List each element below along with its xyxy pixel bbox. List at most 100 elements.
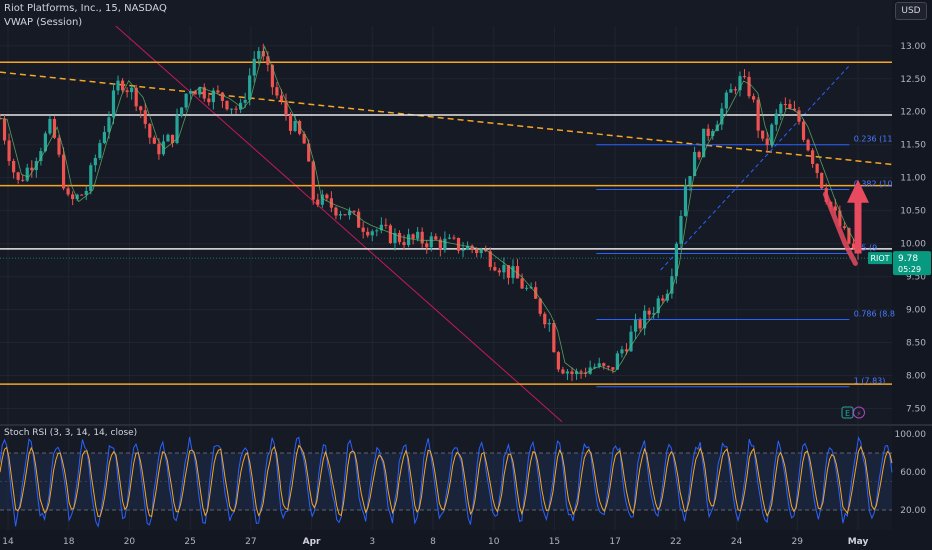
- candle-body: [502, 265, 506, 273]
- time-tick-label: 25: [184, 537, 195, 547]
- candle-body: [239, 102, 243, 110]
- candle-body: [248, 75, 252, 100]
- price-tick-label: 12.00: [900, 108, 926, 118]
- time-tick-label: 24: [731, 537, 743, 547]
- candle-body: [393, 232, 397, 244]
- candle-body: [525, 287, 529, 289]
- candle-body: [615, 353, 619, 370]
- price-tick-label: 8.00: [906, 372, 926, 382]
- candle-body: [515, 266, 520, 279]
- candle-body: [125, 90, 129, 93]
- candle-body: [207, 98, 211, 103]
- candle-body: [388, 225, 393, 244]
- candle-body: [461, 249, 465, 251]
- candle-body: [579, 371, 583, 373]
- candle-body: [61, 154, 66, 189]
- candle-body: [647, 310, 651, 315]
- candle-body: [452, 237, 456, 239]
- candle-body: [39, 151, 43, 162]
- candle-body: [425, 243, 429, 248]
- candle-body: [184, 93, 188, 108]
- candle-body: [629, 331, 633, 352]
- candle-body: [0, 118, 2, 120]
- candle-body: [170, 134, 175, 144]
- candle-body: [179, 107, 184, 116]
- candle-body: [338, 214, 343, 216]
- candle-body: [139, 106, 143, 111]
- candle-body: [311, 161, 315, 200]
- candle-body: [747, 76, 751, 97]
- price-tag-bg: [893, 251, 931, 276]
- price-tick-label: 10.50: [900, 207, 926, 217]
- candle-body: [565, 371, 570, 374]
- candle-body: [620, 349, 624, 354]
- candle-body: [674, 243, 679, 277]
- candle-body: [225, 100, 229, 110]
- candle-body: [130, 87, 134, 93]
- candle-body: [266, 56, 270, 65]
- candle-body: [792, 108, 797, 111]
- candle-body: [602, 363, 606, 366]
- candle-body: [243, 99, 247, 103]
- candle-body: [765, 138, 769, 146]
- candle-body: [688, 176, 692, 186]
- candle-body: [71, 194, 75, 200]
- time-tick-label: 17: [609, 537, 620, 547]
- candle-body: [556, 352, 560, 370]
- candle-body: [851, 243, 856, 249]
- time-tick-label: May: [848, 537, 869, 547]
- candle-body: [43, 133, 47, 152]
- time-tick-label: Apr: [303, 537, 321, 547]
- symbol-tag: RIOT: [870, 254, 889, 263]
- candle-body: [370, 231, 374, 236]
- candle-body: [102, 131, 107, 144]
- time-tick-label: 20: [124, 537, 136, 547]
- candle-body: [751, 96, 756, 100]
- candle-body: [175, 115, 179, 144]
- candle-body: [479, 249, 483, 254]
- symbol-tag-bg: [868, 252, 892, 265]
- candle-body: [93, 157, 97, 166]
- candle-body: [652, 313, 656, 315]
- price-tick-label: 12.50: [900, 75, 926, 85]
- time-tick-label: 14: [2, 537, 14, 547]
- time-tick-label: 27: [245, 537, 256, 547]
- candle-body: [806, 139, 810, 151]
- candle-body: [416, 231, 420, 239]
- candle-body: [656, 298, 660, 314]
- candle-body: [706, 128, 710, 137]
- candle-body: [670, 276, 674, 294]
- candle-body: [643, 310, 647, 329]
- candle-body: [842, 226, 846, 228]
- rebound-arrow-head: [847, 179, 869, 203]
- candle-body: [347, 211, 352, 216]
- candle-body: [189, 91, 193, 94]
- candle-body: [384, 224, 388, 226]
- time-tick-label: 29: [792, 537, 804, 547]
- candle-body: [679, 215, 683, 244]
- candle-body: [252, 58, 256, 76]
- candle-body: [497, 270, 501, 273]
- candle-body: [733, 89, 738, 91]
- candle-body: [275, 87, 279, 96]
- candle-body: [229, 108, 234, 110]
- candle-body: [343, 214, 347, 216]
- candle-body: [16, 172, 20, 180]
- candle-body: [270, 64, 274, 88]
- candle-body: [788, 104, 792, 109]
- candle-body: [84, 190, 88, 195]
- candle-body: [506, 265, 511, 278]
- candle-body: [12, 161, 16, 173]
- currency-button[interactable]: USD: [895, 2, 927, 20]
- candle-body: [193, 91, 197, 95]
- candle-body: [75, 194, 79, 200]
- price-tick-label: 13.00: [900, 42, 926, 52]
- candle-body: [738, 76, 742, 91]
- candle-body: [30, 167, 34, 171]
- candle-body: [574, 371, 579, 375]
- candle-body: [429, 236, 433, 248]
- candle-body: [216, 90, 220, 93]
- candle-body: [402, 242, 406, 246]
- candle-body: [80, 194, 84, 196]
- candle-body: [406, 234, 411, 246]
